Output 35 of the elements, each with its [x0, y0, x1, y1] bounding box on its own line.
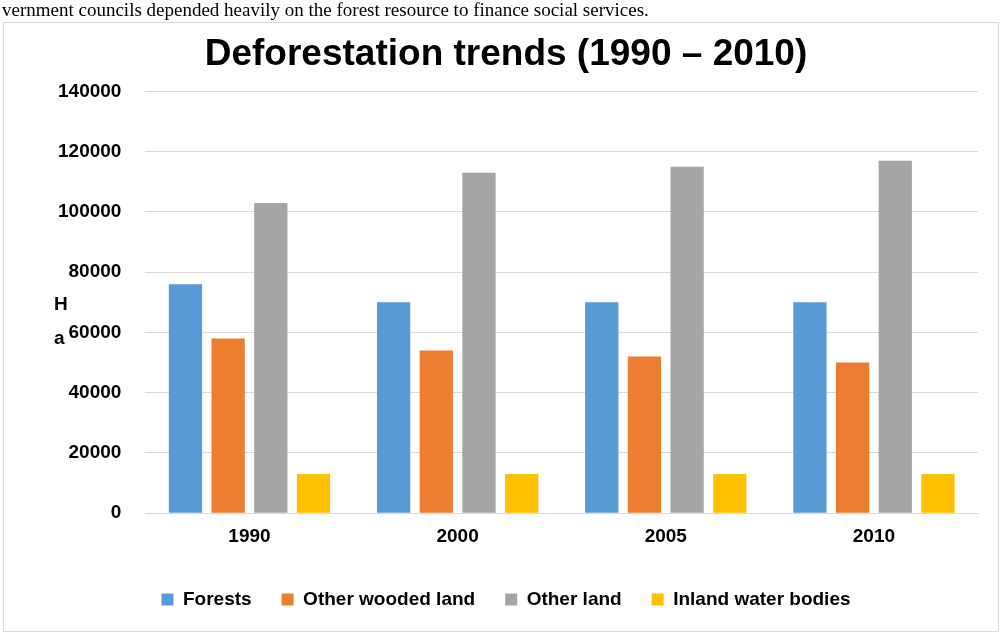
x-tick-label: 2000	[436, 524, 479, 546]
bar	[168, 284, 203, 513]
y-tick-label: 100000	[58, 200, 122, 222]
x-tick-label: 2005	[644, 524, 688, 546]
x-tick-label: 1990	[228, 524, 271, 546]
bar	[296, 474, 331, 513]
bar	[921, 474, 955, 513]
legend-label: Forests	[182, 587, 252, 609]
chart-title: Deforestation trends (1990 – 2010)	[204, 32, 808, 74]
y-tick-label: 120000	[58, 139, 122, 161]
bar	[670, 166, 704, 513]
bar	[793, 302, 827, 513]
y-tick-label: 0	[110, 501, 122, 523]
bar	[504, 474, 539, 513]
legend-label: Other wooded land	[303, 587, 476, 609]
bar	[627, 356, 662, 513]
bar	[462, 172, 496, 513]
bar	[878, 160, 912, 513]
bar	[713, 474, 747, 513]
y-tick-label: 20000	[68, 441, 122, 463]
y-tick-label: 60000	[68, 320, 122, 342]
y-tick-label: 40000	[68, 380, 122, 402]
bar	[376, 302, 411, 513]
bar	[835, 362, 870, 513]
y-tick-label: 80000	[68, 260, 122, 282]
bar	[211, 338, 245, 513]
bar	[254, 202, 288, 513]
y-axis-title: Ha	[54, 292, 68, 350]
y-tick-label: 140000	[58, 79, 122, 101]
x-tick-label: 2010	[852, 524, 896, 546]
bar	[585, 302, 619, 513]
text: vernment councils depended heavily on the forest resource to finance social services.	[2, 0, 649, 20]
legend-label: Other land	[526, 587, 622, 609]
bar	[419, 350, 453, 513]
legend-label: Inland water bodies	[673, 587, 851, 609]
